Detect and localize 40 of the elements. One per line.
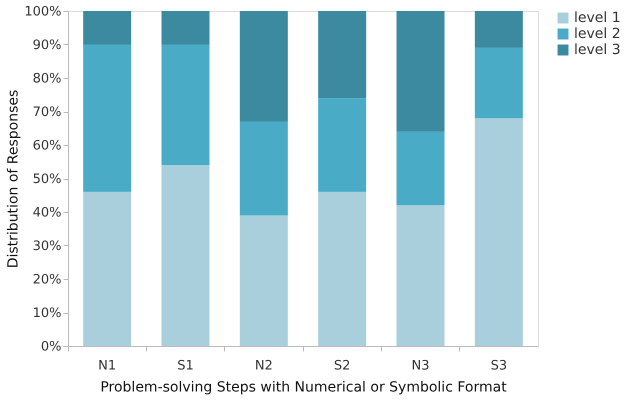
y-tick-label: 30% [32,239,62,254]
bar [240,122,288,216]
bar [474,11,523,48]
y-tick-label: 40% [32,206,62,220]
legend-label: level 3 [574,42,621,58]
bar [396,132,444,206]
x-axis-title: Problem-solving Steps with Numerical or Symbolic Format [100,380,508,396]
y-axis-title: Distribution of Responses [5,90,22,268]
y-tick-label: 50% [32,172,62,187]
bar [83,44,132,192]
y-tick-label: 10% [32,306,62,321]
bar [83,11,132,44]
y-tick-label: 60% [32,138,62,154]
y-tick-label: 0% [40,340,62,354]
x-tick-label: S2 [334,358,350,374]
bar [396,11,444,132]
x-tick-label: N3 [412,358,430,374]
legend-label: level 1 [574,10,621,26]
x-tick-label: S1 [177,358,194,374]
x-tick-label: N1 [98,358,116,374]
bar [318,192,366,346]
bar [474,48,523,118]
bar [240,215,288,346]
legend-label: level 2 [574,26,621,42]
y-tick-label: 20% [32,272,62,288]
y-tick-label: 80% [32,72,62,86]
bar [162,11,210,44]
bar [162,44,210,166]
y-tick-label: 70% [32,105,62,120]
bar [162,165,210,346]
y-tick-label: 90% [32,38,62,53]
bar [83,192,132,346]
x-tick-label: S3 [490,358,508,374]
bar [474,118,523,346]
bar [318,98,366,192]
bar [240,11,288,122]
x-tick-label: N2 [254,358,273,374]
y-tick-label: 100% [24,4,62,20]
bar [318,11,366,98]
bar [396,205,444,346]
